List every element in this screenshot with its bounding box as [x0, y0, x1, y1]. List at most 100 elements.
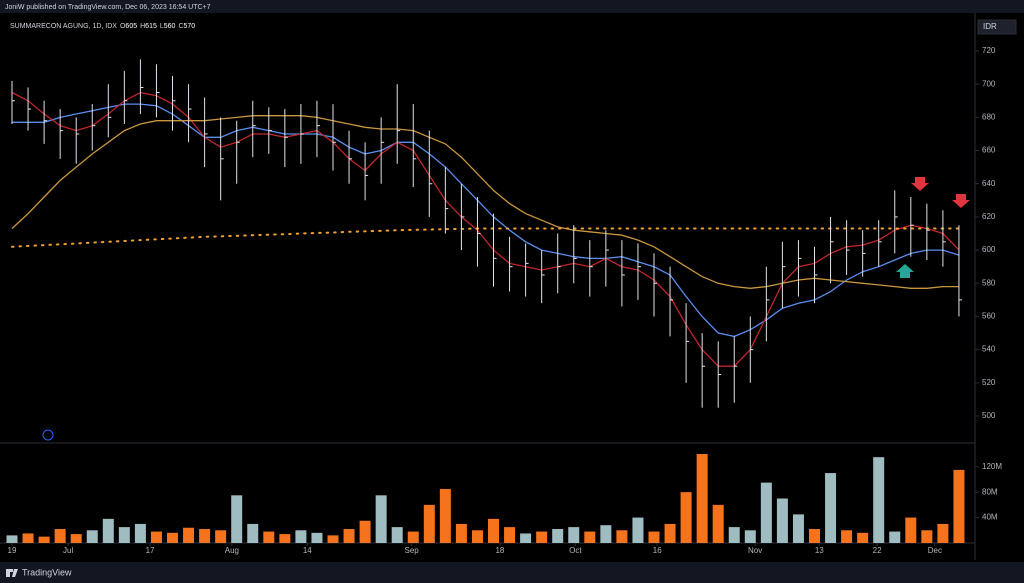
header-text: JoniW published on TradingView.com, Dec … [5, 4, 211, 11]
volume-bar [183, 527, 195, 543]
volume-bar [520, 533, 532, 543]
x-tick-label: Sep [405, 546, 420, 555]
volume-bar [905, 517, 917, 543]
legend-key: O [120, 23, 126, 30]
volume-bar [857, 532, 869, 543]
volume-bar [504, 527, 516, 543]
up-arrow [896, 264, 914, 278]
y-tick-label: 520 [982, 378, 996, 387]
volume-bar [825, 473, 837, 543]
volume-bar [359, 520, 371, 543]
y-tick-label: 540 [982, 345, 996, 354]
dividend-icon [42, 429, 54, 441]
volume-bar [953, 469, 965, 543]
volume-bar [22, 533, 34, 543]
volume-bar [327, 535, 339, 543]
volume-bar [584, 531, 596, 543]
volume-bar [134, 523, 146, 543]
legend-key: C [178, 23, 183, 30]
volume-bar [118, 527, 130, 543]
down-arrow [911, 177, 929, 191]
volume-bar [343, 529, 355, 543]
volume-bar [712, 504, 724, 543]
x-tick-label: Nov [748, 546, 762, 555]
volume-bar [54, 529, 66, 543]
y-tick-label: 640 [982, 179, 996, 188]
x-tick-label: 18 [495, 546, 504, 555]
volume-bar [648, 531, 660, 543]
volume-bar [391, 527, 403, 543]
volume-bar [664, 523, 676, 543]
volume-bar [6, 535, 18, 543]
volume-bar [215, 530, 227, 543]
x-tick-label: 16 [653, 546, 662, 555]
ma-line [12, 103, 960, 338]
y-tick-label: 720 [982, 46, 996, 55]
legend-symbol: SUMMARECON AGUNG, 1D, IDX [10, 23, 117, 30]
volume-bar [311, 532, 323, 543]
volume-bar [263, 531, 275, 543]
legend-value: 615 [145, 23, 157, 30]
x-tick-label: Oct [569, 546, 582, 555]
volume-bar [792, 514, 804, 543]
volume-bar [728, 527, 740, 543]
volume-bar [150, 531, 162, 543]
ma-line [11, 115, 959, 289]
volume-bar [536, 531, 548, 543]
footer-brand: TradingView [22, 567, 72, 577]
volume-bar [760, 482, 772, 543]
footer-bar [0, 562, 1024, 583]
legend-value: 570 [184, 23, 196, 30]
y-tick-label: 560 [982, 312, 996, 321]
x-tick-label: Jul [63, 546, 73, 555]
volume-bar [439, 488, 451, 543]
volume-bar [568, 527, 580, 543]
v-tick-label: 80M [982, 487, 998, 496]
volume-bar [247, 523, 259, 543]
volume-bar [471, 530, 483, 543]
y-tick-label: 660 [982, 146, 996, 155]
volume-bar [70, 534, 82, 543]
volume-bar [279, 534, 291, 543]
currency-box [977, 19, 1017, 35]
y-tick-label: 620 [982, 212, 996, 221]
y-tick-label: 580 [982, 278, 996, 287]
legend-key: H [140, 23, 145, 30]
volume-bar [873, 457, 885, 543]
x-tick-label: 17 [146, 546, 155, 555]
y-tick-label: 680 [982, 112, 996, 121]
volume-bar [167, 532, 178, 543]
y-tick-label: 700 [982, 79, 996, 88]
x-tick-label: 22 [873, 546, 882, 555]
volume-bar [375, 495, 387, 543]
x-tick-label: 14 [303, 546, 312, 555]
volume-bar [680, 492, 692, 543]
volume-bar [86, 530, 98, 543]
legend: SUMMARECON AGUNG, 1D, IDX O 605 H 615 L 560 C 57… [10, 23, 195, 30]
x-tick-label: Aug [225, 546, 239, 555]
volume-bar [744, 530, 756, 543]
volume-bar [231, 495, 243, 543]
v-tick-label: 120M [982, 462, 1002, 471]
legend-value: 605 [125, 23, 137, 30]
header-bar [0, 0, 1024, 13]
volume-bar [199, 529, 211, 543]
currency: IDR [983, 22, 997, 31]
volume-bar [696, 454, 708, 543]
legend-key: L [160, 23, 164, 30]
ma-line [11, 227, 960, 248]
volume-bar [407, 531, 419, 543]
x-tick-label: 13 [815, 546, 824, 555]
volume-bar [616, 530, 628, 543]
volume-bar [889, 531, 901, 543]
v-tick-label: 40M [982, 513, 998, 522]
volume-bar [937, 523, 949, 543]
volume-bar [776, 498, 788, 543]
volume-bar [809, 529, 820, 543]
volume-bar [488, 518, 499, 543]
volume-bar [423, 504, 435, 543]
footer-logo [6, 569, 18, 577]
